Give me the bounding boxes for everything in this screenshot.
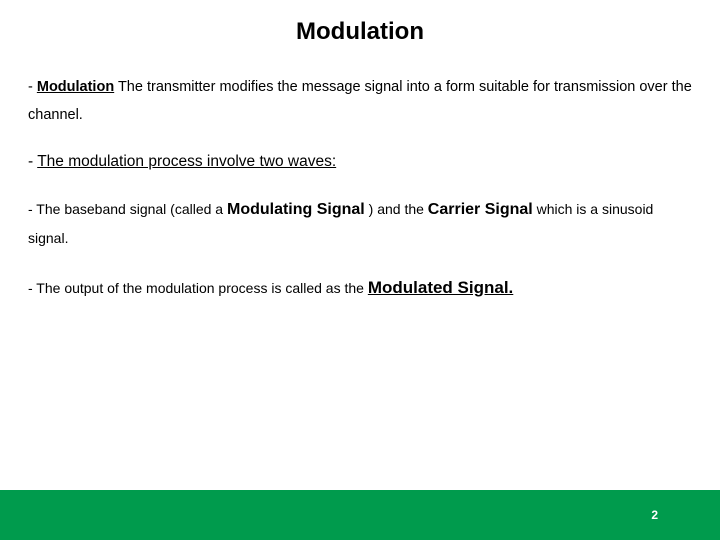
text-span: The transmitter modifies the message sig…: [28, 79, 692, 123]
paragraph: - The baseband signal (called a Modulati…: [28, 195, 692, 252]
page-number: 2: [651, 508, 658, 522]
text-span: ) and the: [365, 201, 428, 217]
text-span: Carrier Signal: [428, 201, 533, 218]
slide-title: Modulation: [0, 0, 720, 46]
text-span: -: [28, 153, 37, 170]
slide: Modulation - Modulation The transmitter …: [0, 0, 720, 540]
paragraph: - The modulation process involve two wav…: [28, 147, 692, 176]
paragraph: - The output of the modulation process i…: [28, 272, 692, 304]
text-span: - The baseband signal (called a: [28, 201, 227, 217]
text-span: Modulating Signal: [227, 201, 365, 218]
slide-content: - Modulation The transmitter modifies th…: [0, 74, 720, 304]
text-span: - The output of the modulation process i…: [28, 280, 368, 296]
footer-bar: [0, 490, 720, 540]
text-span: -: [28, 79, 37, 95]
text-span: Modulation: [37, 79, 114, 95]
text-span: Modulated Signal.: [368, 278, 513, 297]
text-span: The modulation process involve two waves…: [37, 153, 336, 170]
paragraph: - Modulation The transmitter modifies th…: [28, 74, 692, 129]
